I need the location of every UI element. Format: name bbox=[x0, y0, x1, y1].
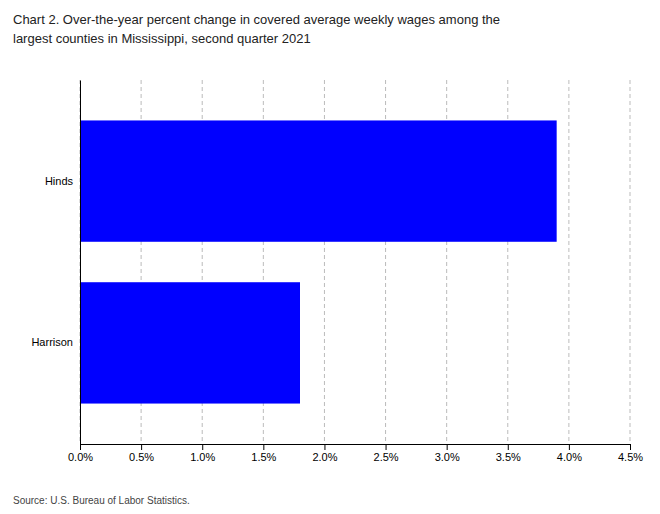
x-tick-label: 4.0% bbox=[557, 451, 582, 463]
y-tick: Harrison bbox=[31, 336, 80, 348]
grid-line bbox=[568, 80, 569, 444]
plot: 0.0% 0.5% 1.0% 1.5% 2.0% 2.5% 3.0% 3.5% 4.0% 4.5%… bbox=[31, 80, 643, 463]
bar bbox=[80, 282, 300, 403]
x-tick-mark bbox=[202, 444, 203, 450]
x-tick-mark bbox=[630, 444, 631, 450]
x-axis: 0.0% 0.5% 1.0% 1.5% 2.0% 2.5% 3.0% 3.5% 4.0% 4.5% bbox=[68, 444, 643, 463]
x-tick-label: 0.0% bbox=[68, 451, 93, 463]
x-tick-mark bbox=[141, 444, 142, 450]
x-tick: 3.5% bbox=[496, 444, 521, 463]
x-tick: 0.5% bbox=[129, 444, 154, 463]
x-tick-mark bbox=[80, 444, 81, 450]
x-tick-label: 0.5% bbox=[129, 451, 154, 463]
y-tick-label: Harrison bbox=[31, 336, 73, 348]
x-tick: 2.0% bbox=[312, 444, 337, 463]
y-tick: Hinds bbox=[45, 175, 80, 187]
subtitle: largest counties in Mississippi, second … bbox=[13, 31, 311, 46]
x-tick-mark bbox=[447, 444, 448, 450]
x-tick: 3.0% bbox=[435, 444, 460, 463]
bars bbox=[80, 120, 557, 403]
x-tick-label: 3.5% bbox=[496, 451, 521, 463]
x-axis-line bbox=[81, 445, 631, 451]
x-tick-mark bbox=[324, 444, 325, 450]
x-tick-label: 1.0% bbox=[190, 451, 215, 463]
x-tick-mark bbox=[263, 444, 264, 450]
x-tick-mark bbox=[508, 444, 509, 450]
x-tick: 4.0% bbox=[557, 444, 582, 463]
x-tick: 2.5% bbox=[374, 444, 399, 463]
x-tick: 0.0% bbox=[68, 444, 93, 463]
x-tick: 4.5% bbox=[618, 444, 643, 463]
x-tick: 1.0% bbox=[190, 444, 215, 463]
grid bbox=[80, 80, 630, 444]
x-tick-mark bbox=[386, 444, 387, 450]
grid-line bbox=[630, 80, 631, 444]
x-tick-label: 1.5% bbox=[251, 451, 276, 463]
bar bbox=[80, 120, 557, 241]
chart: Chart 2. Over-the-year percent change in… bbox=[0, 0, 660, 514]
source: Source: U.S. Bureau of Labor Statistics. bbox=[13, 495, 190, 506]
x-tick-label: 4.5% bbox=[618, 451, 643, 463]
x-tick-label: 2.0% bbox=[312, 451, 337, 463]
x-tick-mark bbox=[569, 444, 570, 450]
grid-line bbox=[80, 80, 81, 444]
x-tick-label: 3.0% bbox=[435, 451, 460, 463]
title: Chart 2. Over-the-year percent change in… bbox=[13, 12, 500, 27]
x-tick: 1.5% bbox=[251, 444, 276, 463]
y-tick-label: Hinds bbox=[45, 175, 74, 187]
y-axis-line bbox=[80, 81, 81, 445]
x-tick-label: 2.5% bbox=[374, 451, 399, 463]
y-axis: Harrison Hinds bbox=[31, 81, 80, 445]
